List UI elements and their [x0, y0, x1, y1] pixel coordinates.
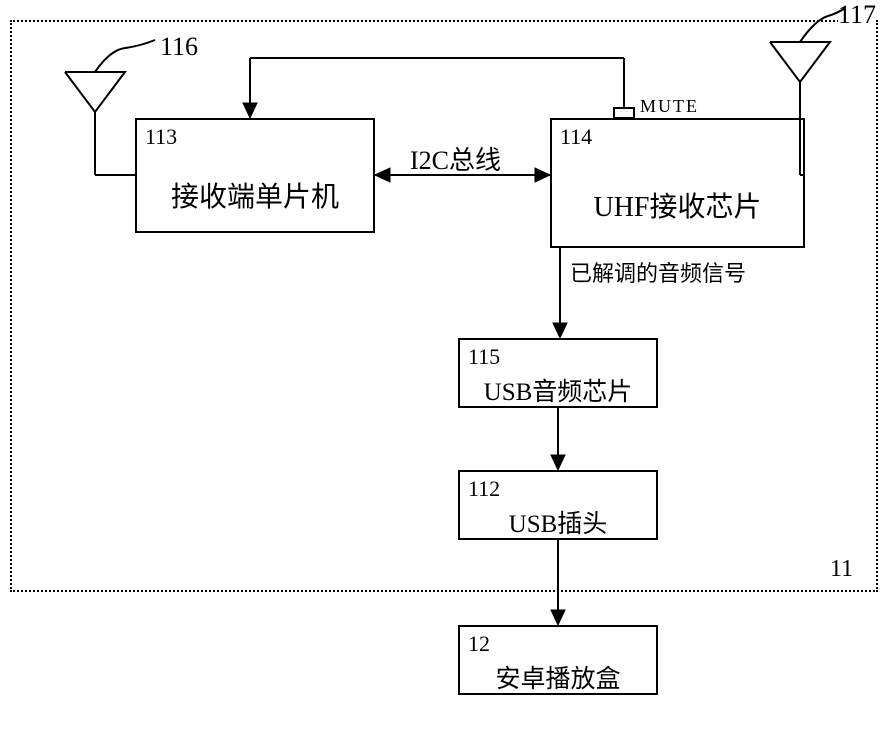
box-mcu-label: 接收端单片机 — [137, 175, 373, 215]
antenna-right-label: 117 — [838, 0, 876, 30]
box-android-label: 安卓播放盒 — [460, 659, 656, 695]
box-android-num: 12 — [468, 631, 490, 657]
box-mcu-num: 113 — [145, 124, 177, 150]
box-usb-plug-label: USB插头 — [460, 504, 656, 540]
box-uhf-label: UHF接收芯片 — [552, 185, 803, 225]
box-uhf-num: 114 — [560, 124, 592, 150]
outer-label: 11 — [830, 556, 853, 583]
box-usb-plug: 112 USB插头 — [458, 470, 658, 540]
box-usb-audio-num: 115 — [468, 344, 500, 370]
outer-dotted-container — [10, 20, 878, 592]
box-uhf: 114 UHF接收芯片 — [550, 118, 805, 248]
mute-label: MUTE — [640, 96, 699, 117]
box-mcu: 113 接收端单片机 — [135, 118, 375, 233]
box-usb-audio: 115 USB音频芯片 — [458, 338, 658, 408]
box-usb-plug-num: 112 — [468, 476, 500, 502]
demod-label: 已解调的音频信号 — [570, 256, 746, 288]
antenna-left-label: 116 — [160, 32, 198, 62]
box-android: 12 安卓播放盒 — [458, 625, 658, 695]
diagram-canvas: 11 113 接收端单片机 114 UHF接收芯片 115 USB音频芯片 11… — [0, 0, 886, 732]
box-usb-audio-label: USB音频芯片 — [460, 372, 656, 408]
bus-label: I2C总线 — [410, 140, 501, 177]
